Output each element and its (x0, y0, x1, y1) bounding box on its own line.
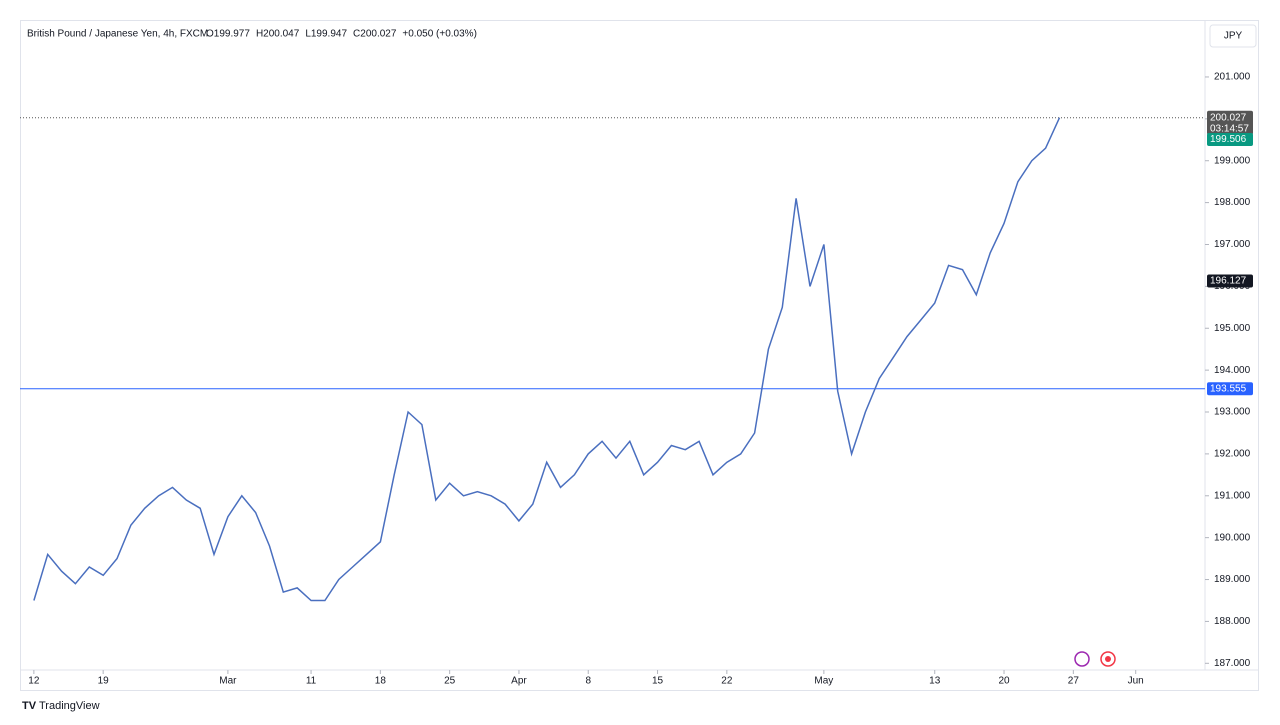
y-tick-label: 201.000 (1214, 72, 1251, 83)
y-tick-label: 189.000 (1214, 574, 1251, 585)
x-tick-label: 11 (306, 676, 317, 687)
alert-icon[interactable] (1074, 651, 1090, 667)
x-tick-label: 15 (652, 676, 664, 687)
y-tick-label: 198.000 (1214, 197, 1251, 208)
currency-button[interactable] (1209, 24, 1257, 48)
x-tick-label: 19 (98, 676, 110, 687)
x-tick-label: 12 (28, 676, 40, 687)
x-tick-label: 22 (721, 676, 733, 687)
x-tick-label: Jun (1128, 676, 1144, 687)
x-tick-label: 18 (375, 676, 387, 687)
price-tag (1207, 110, 1253, 135)
price-tag (1207, 133, 1253, 147)
record-icon[interactable] (1100, 651, 1116, 667)
record-dot (1105, 656, 1111, 662)
price-tag-label: 200.027 (1210, 112, 1247, 123)
price-line (33, 117, 1061, 602)
price-tag-label: 199.506 (1210, 134, 1247, 145)
price-tag-label: 196.127 (1210, 276, 1247, 287)
y-tick-label: 195.000 (1214, 323, 1251, 334)
x-tick-label: Apr (511, 676, 527, 687)
price-tag (1207, 274, 1253, 288)
x-tick-label: May (814, 676, 833, 687)
countdown: 03:14:57 (1210, 123, 1249, 134)
y-tick-label: 193.000 (1214, 407, 1251, 418)
y-tick-label: 197.000 (1214, 239, 1251, 250)
y-tick-label: 187.000 (1214, 658, 1251, 669)
currency-label[interactable]: JPY (1224, 31, 1243, 42)
x-tick-label: Mar (219, 676, 237, 687)
y-tick-label: 194.000 (1214, 365, 1251, 376)
ohlc-value: +0.050 (+0.03%) (402, 29, 477, 40)
x-tick-label: 8 (585, 676, 591, 687)
y-tick-label: 192.000 (1214, 449, 1251, 460)
frame (20, 20, 1259, 691)
ohlc-value: H200.047 (256, 29, 300, 40)
ohlc-value: L199.947 (305, 29, 347, 40)
y-tick-label: 191.000 (1214, 490, 1251, 501)
y-tick-label: 190.000 (1214, 532, 1251, 543)
y-tick-label: 188.000 (1214, 616, 1251, 627)
x-tick-label: 27 (1068, 676, 1080, 687)
ohlc-value: C200.027 (353, 29, 397, 40)
price-tag (1207, 382, 1253, 396)
x-tick-label: 20 (998, 676, 1010, 687)
brand-logo: TV (22, 700, 37, 712)
chart-title: British Pound / Japanese Yen, 4h, FXCM (27, 29, 208, 40)
ohlc-value: O199.977 (206, 29, 250, 40)
y-tick-label: 199.000 (1214, 155, 1251, 166)
ohlc-legend: O199.977 H200.047 L199.947 C200.027 +0.050 (… (206, 29, 477, 40)
price-tag-label: 193.555 (1210, 383, 1247, 394)
x-tick-label: 25 (444, 676, 456, 687)
x-tick-label: 13 (929, 676, 941, 687)
brand-name: TradingView (39, 700, 100, 712)
